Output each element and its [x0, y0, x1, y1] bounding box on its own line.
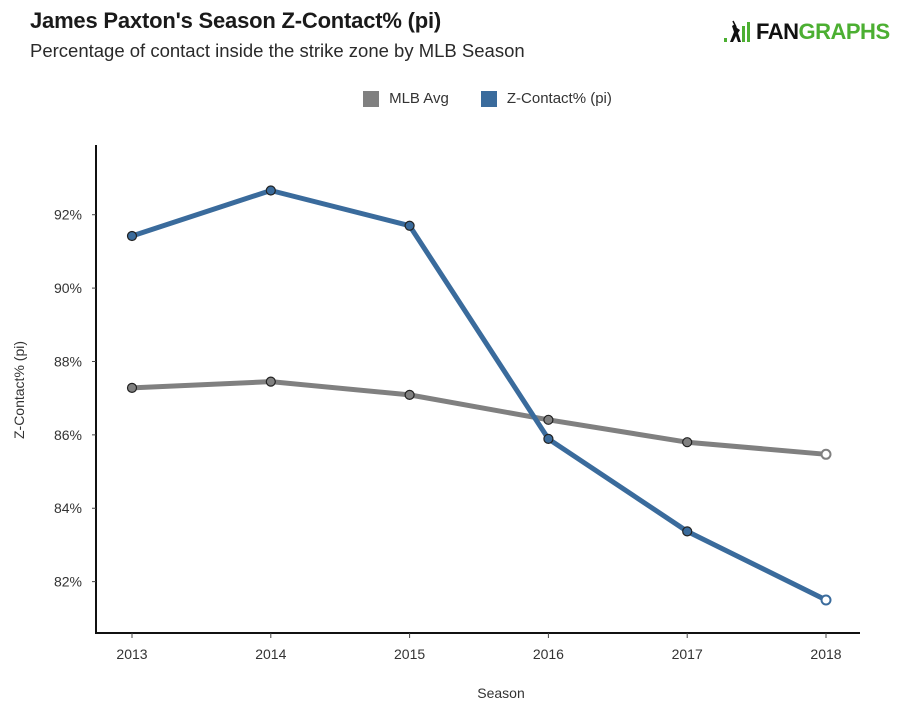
y-tick-label: 90%	[54, 280, 82, 296]
y-tick-label: 92%	[54, 207, 82, 223]
y-tick-label: 86%	[54, 427, 82, 443]
x-tick-label: 2014	[255, 646, 286, 662]
series-line-z-contact-pi	[129, 187, 829, 603]
y-tick-label: 82%	[54, 574, 82, 590]
y-axis-title: Z-Contact% (pi)	[11, 341, 27, 439]
legend-item-z-contact[interactable]: Z-Contact% (pi)	[480, 90, 612, 107]
x-tick-label: 2016	[533, 646, 564, 662]
data-point-mlb-avg	[265, 376, 276, 387]
x-tick-label: 2013	[116, 646, 147, 662]
data-point-mlb-avg	[682, 437, 693, 448]
x-tick-label: 2017	[672, 646, 703, 662]
legend-label-z-contact: Z-Contact% (pi)	[506, 90, 612, 107]
series-lines	[129, 187, 829, 603]
legend: MLB Avg Z-Contact% (pi)	[0, 90, 900, 107]
data-point-mlb-avg	[820, 448, 832, 460]
data-point-z-contact-pi	[126, 230, 138, 242]
logo-text-graphs: GRAPHS	[798, 19, 891, 44]
x-tick-label: 2018	[810, 646, 841, 662]
data-point-mlb-avg	[126, 382, 138, 393]
y-tick-label: 88%	[54, 353, 82, 369]
x-tick-label: 2015	[394, 646, 425, 662]
data-point-mlb-avg	[404, 389, 415, 400]
data-point-z-contact-pi	[404, 220, 415, 231]
series-line-mlb-avg	[129, 379, 829, 457]
x-axis-title: Season	[477, 685, 524, 701]
ticks: 82% 84% 86% 88% 90% 92% 2013 2014 2015 2016 2017 20…	[54, 207, 842, 662]
axes	[95, 145, 860, 634]
legend-item-mlb-avg[interactable]: MLB Avg	[363, 90, 449, 107]
batter-icon	[724, 20, 750, 42]
chart-subtitle: Percentage of contact inside the strike …	[30, 40, 525, 61]
data-point-z-contact-pi	[820, 594, 832, 606]
logo-text-fan: FAN	[756, 19, 799, 44]
data-point-z-contact-pi	[265, 185, 276, 196]
data-point-z-contact-pi	[543, 433, 554, 445]
y-tick-label: 84%	[54, 500, 82, 516]
legend-label-mlb-avg: MLB Avg	[389, 90, 449, 107]
data-point-z-contact-pi	[682, 526, 693, 537]
series-points	[126, 185, 832, 606]
legend-swatch-mlb-avg	[363, 90, 380, 107]
fangraphs-logo[interactable]: FAN GRAPHS	[724, 19, 891, 44]
data-point-mlb-avg	[543, 414, 554, 425]
legend-swatch-z-contact	[480, 90, 497, 107]
chart-title: James Paxton's Season Z-Contact% (pi)	[30, 8, 442, 33]
